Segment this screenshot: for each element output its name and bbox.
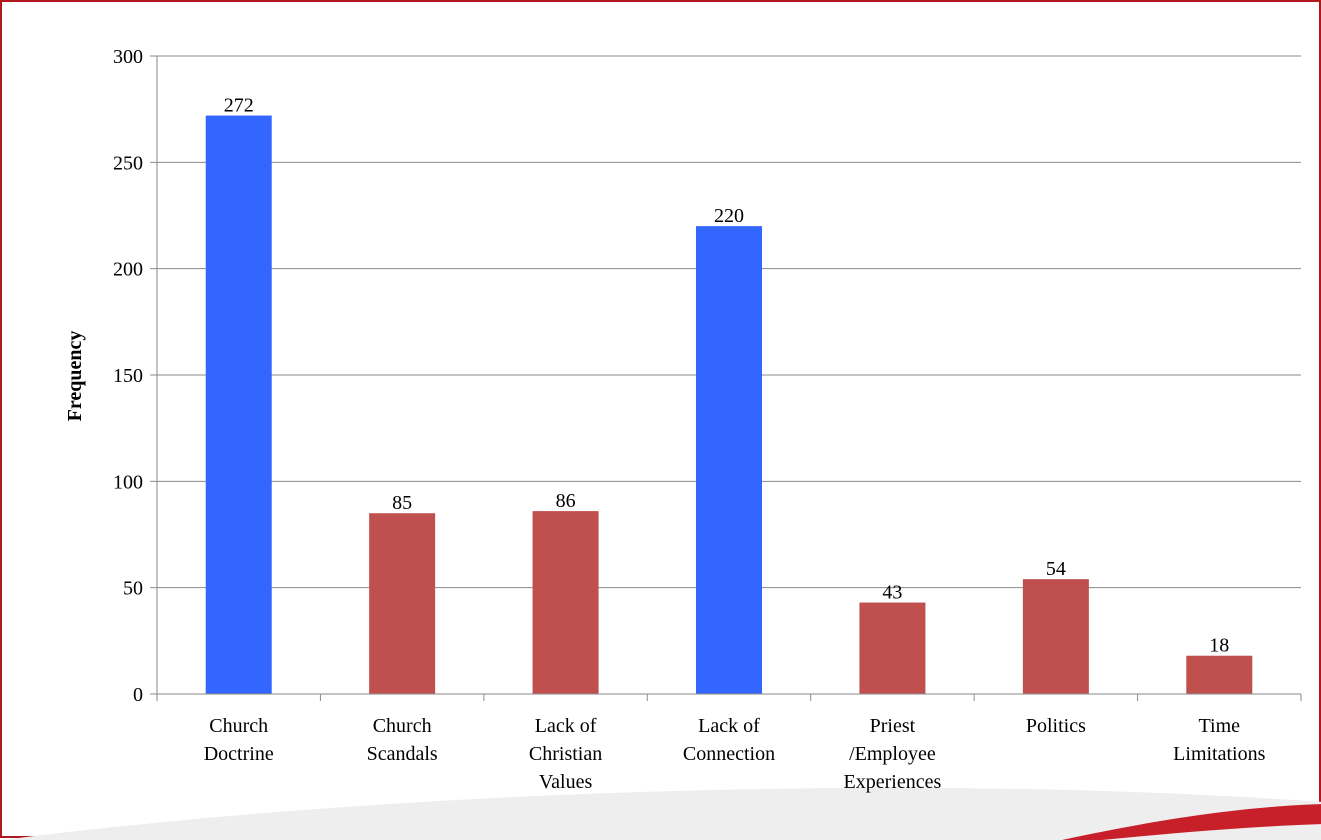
bar — [205, 115, 272, 694]
y-tick-label: 250 — [113, 152, 143, 174]
bar — [1022, 579, 1089, 694]
y-tick-label: 50 — [123, 578, 143, 600]
data-label: 272 — [224, 95, 254, 117]
value-labels: 272 85 86 220 43 54 18 — [224, 95, 1230, 657]
x-tick-label: Priest/Employee Experiences — [844, 715, 942, 793]
y-tick-label: 300 — [113, 46, 143, 68]
x-tick-label: Politics — [1026, 715, 1086, 737]
x-tick-label: Church Scandals — [367, 715, 438, 765]
data-label: 43 — [882, 582, 902, 604]
y-tick-label: 100 — [113, 471, 143, 493]
swoosh-grey — [2, 787, 1321, 840]
data-label: 86 — [556, 490, 576, 512]
background-swoosh — [2, 787, 1321, 840]
bar — [532, 511, 599, 694]
bar — [1186, 655, 1253, 694]
bars — [205, 115, 1253, 694]
bar — [696, 226, 762, 694]
data-label: 220 — [714, 205, 744, 227]
bar — [859, 602, 926, 694]
y-axis-ticks: 0 50 100 150 200 250 300 — [113, 46, 157, 706]
y-tick-label: 0 — [133, 684, 143, 706]
bar — [369, 513, 436, 694]
data-label: 18 — [1209, 635, 1229, 657]
x-tick-label: Lack of Connection — [683, 715, 775, 765]
data-label: 54 — [1046, 558, 1066, 580]
y-axis-label: Frequency — [64, 331, 86, 422]
y-tick-label: 200 — [113, 259, 143, 281]
swoosh-red — [1062, 804, 1321, 840]
x-tick-label: Time Limitations — [1173, 715, 1265, 765]
y-tick-label: 150 — [113, 365, 143, 387]
x-axis: Church Doctrine Church Scandals Lack of Chris… — [156, 56, 1302, 793]
x-tick-label: Lack of Christian Values — [529, 715, 602, 793]
data-label: 85 — [392, 492, 412, 514]
x-tick-label: Church Doctrine — [204, 715, 274, 765]
